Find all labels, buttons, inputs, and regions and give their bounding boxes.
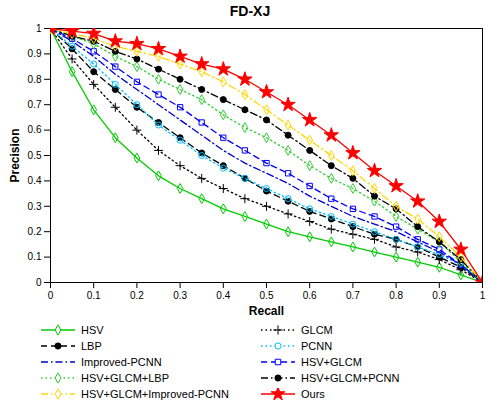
svg-text:0.4: 0.4	[216, 290, 230, 301]
svg-text:0: 0	[48, 290, 54, 301]
svg-text:0.1: 0.1	[87, 290, 101, 301]
svg-text:0.4: 0.4	[28, 175, 42, 186]
html-text:HSV+GLCM: HSV+GLCM	[301, 356, 362, 368]
html-text:Ours: Ours	[301, 388, 325, 400]
svg-text:Precision: Precision	[8, 128, 22, 182]
svg-text:0.3: 0.3	[173, 290, 187, 301]
svg-text:Recall: Recall	[249, 304, 284, 318]
svg-text:0.2: 0.2	[130, 290, 144, 301]
svg-text:0.8: 0.8	[28, 74, 42, 85]
html-text:GLCM: GLCM	[301, 324, 333, 336]
html-text:HSV+GLCM+PCNN: HSV+GLCM+PCNN	[301, 372, 400, 384]
svg-text:0.1: 0.1	[28, 251, 42, 262]
html-text:FD-XJ: FD-XJ	[229, 3, 271, 19]
svg-text:1: 1	[480, 290, 486, 301]
html-text:Improved-PCNN: Improved-PCNN	[81, 356, 162, 368]
svg-text:0.5: 0.5	[260, 290, 274, 301]
html-text:HSV+GLCM+Improved-PCNN: HSV+GLCM+Improved-PCNN	[81, 388, 229, 400]
svg-text:0.5: 0.5	[28, 150, 42, 161]
svg-text:0.6: 0.6	[303, 290, 317, 301]
svg-text:0.2: 0.2	[28, 226, 42, 237]
svg-text:0.7: 0.7	[346, 290, 360, 301]
html-text:HSV: HSV	[81, 324, 104, 336]
svg-text:0.3: 0.3	[28, 201, 42, 212]
svg-text:0: 0	[36, 277, 42, 288]
svg-text:0.6: 0.6	[28, 124, 42, 135]
svg-text:0.9: 0.9	[432, 290, 446, 301]
html-text:HSV+GLCM+LBP: HSV+GLCM+LBP	[81, 372, 169, 384]
svg-text:0.8: 0.8	[389, 290, 403, 301]
svg-text:0.9: 0.9	[28, 48, 42, 59]
html-text:PCNN: PCNN	[301, 340, 333, 352]
svg-text:0.7: 0.7	[28, 99, 42, 110]
svg-text:1: 1	[36, 23, 42, 34]
html-text:LBP: LBP	[81, 340, 102, 352]
